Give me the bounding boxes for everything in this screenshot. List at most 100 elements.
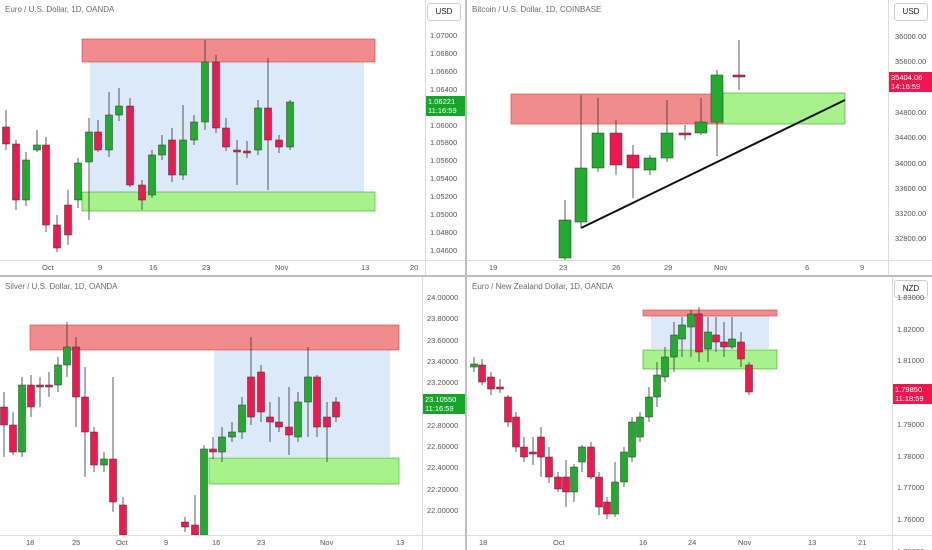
candlestick-chart-xagusd[interactable]	[0, 277, 422, 535]
bear-candle[interactable]	[323, 416, 331, 428]
bear-candle[interactable]	[212, 61, 220, 129]
bear-candle[interactable]	[243, 150, 251, 154]
bear-candle[interactable]	[554, 476, 562, 490]
bear-candle[interactable]	[36, 384, 44, 388]
bear-candle[interactable]	[247, 376, 255, 418]
bull-candle[interactable]	[578, 446, 586, 463]
bull-candle[interactable]	[115, 105, 123, 116]
candlestick-chart-eurusd[interactable]	[0, 0, 425, 260]
bull-candle[interactable]	[591, 132, 605, 169]
supply-zone[interactable]	[642, 309, 778, 317]
bull-candle[interactable]	[570, 466, 578, 493]
bull-candle[interactable]	[33, 144, 41, 151]
bear-candle[interactable]	[209, 448, 217, 453]
bear-candle[interactable]	[126, 105, 134, 186]
bear-candle[interactable]	[562, 476, 570, 493]
bull-candle[interactable]	[470, 363, 478, 368]
bull-candle[interactable]	[628, 421, 636, 458]
bull-candle[interactable]	[201, 61, 209, 123]
bull-candle[interactable]	[728, 338, 736, 348]
bull-candle[interactable]	[286, 101, 294, 148]
bear-candle[interactable]	[9, 424, 17, 453]
bear-candle[interactable]	[712, 334, 720, 343]
bull-candle[interactable]	[636, 416, 644, 438]
bear-candle[interactable]	[603, 501, 611, 515]
bear-candle[interactable]	[109, 458, 117, 503]
bear-candle[interactable]	[487, 376, 495, 390]
demand-zone[interactable]	[208, 457, 400, 485]
chart-panel-xagusd[interactable]: Silver / U.S. Dollar, 1D, OANDA 24.00000…	[0, 277, 465, 550]
bull-candle[interactable]	[643, 157, 657, 171]
currency-button[interactable]: NZD	[894, 280, 928, 298]
bear-candle[interactable]	[45, 384, 53, 388]
bear-candle[interactable]	[90, 431, 98, 466]
candlestick-chart-eurnzd[interactable]	[467, 277, 892, 535]
bear-candle[interactable]	[609, 132, 623, 166]
bull-candle[interactable]	[620, 451, 628, 483]
bear-candle[interactable]	[478, 364, 486, 383]
bear-candle[interactable]	[81, 396, 89, 433]
bull-candle[interactable]	[611, 481, 619, 515]
bull-candle[interactable]	[200, 448, 208, 535]
bull-candle[interactable]	[558, 219, 572, 259]
bear-candle[interactable]	[191, 524, 199, 535]
bull-candle[interactable]	[148, 154, 156, 196]
bear-candle[interactable]	[168, 139, 176, 176]
bear-candle[interactable]	[72, 346, 80, 398]
bull-candle[interactable]	[18, 384, 26, 453]
bull-candle[interactable]	[22, 159, 30, 201]
chart-panel-eurnzd[interactable]: Euro / New Zealand Dollar, 1D, OANDA NZD…	[467, 277, 932, 550]
symbol-title[interactable]: Euro / New Zealand Dollar, 1D, OANDA	[472, 282, 613, 291]
supply-zone[interactable]	[510, 93, 724, 125]
bear-candle[interactable]	[512, 416, 520, 448]
bull-candle[interactable]	[179, 139, 187, 176]
demand-zone[interactable]	[81, 191, 376, 212]
bear-candle[interactable]	[595, 476, 603, 508]
bear-candle[interactable]	[222, 127, 230, 148]
symbol-title[interactable]: Silver / U.S. Dollar, 1D, OANDA	[5, 282, 118, 291]
supply-zone[interactable]	[81, 38, 376, 63]
candlestick-chart-btcusd[interactable]	[467, 0, 888, 260]
bull-candle[interactable]	[105, 114, 113, 151]
chart-panel-btcusd[interactable]: Bitcoin / U.S. Dollar, 1D, COINBASE USD …	[467, 0, 932, 275]
trendline[interactable]	[580, 99, 846, 229]
bear-candle[interactable]	[626, 154, 640, 169]
currency-button[interactable]: USD	[894, 3, 928, 21]
bear-candle[interactable]	[732, 74, 746, 78]
bear-candle[interactable]	[181, 521, 189, 528]
bear-candle[interactable]	[2, 126, 10, 145]
bear-candle[interactable]	[275, 421, 283, 428]
bear-candle[interactable]	[266, 416, 274, 423]
bear-candle[interactable]	[720, 341, 728, 348]
bull-candle[interactable]	[661, 356, 669, 378]
pane-divider-horizontal[interactable]	[0, 275, 932, 277]
supply-zone[interactable]	[29, 324, 400, 351]
bull-candle[interactable]	[100, 458, 108, 466]
bull-candle[interactable]	[304, 376, 312, 403]
bear-candle[interactable]	[496, 386, 504, 390]
bull-candle[interactable]	[710, 74, 724, 123]
bear-candle[interactable]	[257, 371, 265, 413]
bear-candle[interactable]	[264, 107, 272, 141]
bull-candle[interactable]	[218, 436, 226, 453]
bear-candle[interactable]	[285, 426, 293, 436]
bull-candle[interactable]	[190, 121, 198, 141]
bull-candle[interactable]	[254, 107, 262, 151]
bull-candle[interactable]	[85, 131, 93, 163]
bear-candle[interactable]	[695, 313, 703, 353]
bear-candle[interactable]	[12, 143, 20, 201]
bear-candle[interactable]	[313, 376, 321, 428]
bull-candle[interactable]	[574, 167, 588, 223]
bull-candle[interactable]	[238, 404, 246, 433]
bull-candle[interactable]	[228, 431, 236, 438]
bull-candle[interactable]	[294, 401, 302, 438]
bear-candle[interactable]	[587, 446, 595, 478]
bull-candle[interactable]	[158, 144, 166, 156]
bull-candle[interactable]	[687, 313, 695, 328]
bear-candle[interactable]	[737, 341, 745, 360]
bull-candle[interactable]	[660, 132, 674, 159]
bear-candle[interactable]	[53, 224, 61, 249]
bear-candle[interactable]	[537, 436, 545, 458]
symbol-title[interactable]: Euro / U.S. Dollar, 1D, OANDA	[5, 5, 115, 14]
chart-panel-eurusd[interactable]: Euro / U.S. Dollar, 1D, OANDA USD 1.0700…	[0, 0, 465, 275]
